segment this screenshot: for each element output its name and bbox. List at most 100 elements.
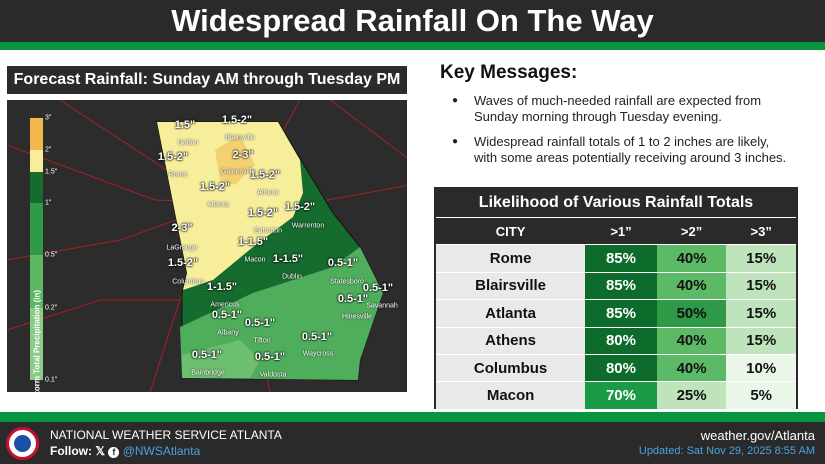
- city-label: Statesboro: [330, 278, 364, 286]
- city-label: Dalton: [177, 139, 199, 147]
- legend-swatch: [30, 255, 43, 308]
- city-label: Gainesville: [220, 168, 256, 176]
- city-name: Blairsville: [436, 272, 586, 300]
- facebook-icon[interactable]: f: [108, 447, 120, 458]
- city-label: LaGrange: [166, 244, 198, 252]
- map-graphic: [7, 100, 407, 392]
- probability-cell: 40%: [656, 272, 727, 300]
- rainfall-amount-label: 1.5": [174, 119, 196, 131]
- rainfall-amount-label: 2-3": [171, 222, 193, 234]
- legend-title: Storm Total Precipitation (in): [32, 289, 42, 392]
- probability-cell: 40%: [656, 354, 727, 382]
- x-icon[interactable]: 𝕏: [95, 444, 106, 458]
- rainfall-amount-label: 0.5-1": [337, 293, 369, 305]
- city-name: Rome: [436, 245, 586, 272]
- legend-label: 3": [45, 114, 52, 122]
- probability-cell: 15%: [726, 300, 796, 327]
- org-name: NATIONAL WEATHER SERVICE ATLANTA: [50, 428, 282, 442]
- footer: [0, 422, 825, 464]
- probability-cell: 10%: [726, 354, 796, 382]
- social-handle[interactable]: @NWSAtlanta: [122, 444, 201, 458]
- probability-cell: 80%: [585, 327, 657, 354]
- legend-swatch: [30, 118, 43, 150]
- table-title: Likelihood of Various Rainfall Totals: [478, 194, 754, 211]
- probability-cell: 50%: [656, 300, 727, 327]
- probability-cell: 40%: [656, 245, 727, 272]
- probability-cell: 85%: [585, 300, 657, 327]
- city-label: Eatonton: [253, 227, 283, 235]
- table-row: Blairsville 85% 40% 15%: [436, 271, 796, 300]
- legend-label: 1.5": [45, 168, 58, 176]
- rainfall-amount-label: 0.5-1": [191, 349, 223, 361]
- rainfall-amount-label: 0.5-1": [211, 309, 243, 321]
- table-row: Atlanta 85% 50% 15%: [436, 299, 796, 327]
- probability-cell: 80%: [585, 354, 657, 382]
- key-messages-title: Key Messages:: [440, 62, 578, 83]
- probability-cell: 70%: [585, 382, 657, 409]
- key-message: Waves of much-needed rainfall are expect…: [452, 93, 792, 125]
- rainfall-map: Storm Total Precipitation (in) 3" 2" 1.5…: [7, 100, 407, 392]
- city-label: Athens: [257, 189, 279, 197]
- rainfall-amount-label: 0.5-1": [327, 257, 359, 269]
- city-label: Rome: [168, 171, 188, 179]
- key-message: Widespread rainfall totals of 1 to 2 inc…: [452, 134, 792, 166]
- rainfall-amount-label: 0.5-1": [254, 351, 286, 363]
- map-header: Forecast Rainfall: Sunday AM through Tue…: [7, 66, 407, 94]
- divider: [0, 412, 825, 422]
- column-header: CITY: [436, 218, 586, 245]
- column-header: >2”: [656, 218, 727, 245]
- city-label: Warrenton: [291, 222, 325, 230]
- probability-cell: 25%: [656, 382, 727, 409]
- city-name: Atlanta: [436, 300, 586, 327]
- rainfall-amount-label: 1.5-2": [221, 114, 253, 126]
- city-label: Waycross: [302, 350, 334, 358]
- page-title: Widespread Rainfall On The Way: [0, 0, 825, 42]
- follow-line: Follow: 𝕏 f @NWSAtlanta: [50, 444, 200, 458]
- probability-cell: 40%: [656, 327, 727, 354]
- city-label: Hinesville: [342, 313, 372, 321]
- rainfall-amount-label: 0.5-1": [301, 331, 333, 343]
- rainfall-amount-label: 1.5-2": [167, 257, 199, 269]
- rainfall-amount-label: 1-1.5": [272, 253, 304, 265]
- divider: [0, 42, 825, 50]
- table-row: Rome 85% 40% 15%: [436, 244, 796, 272]
- city-label: Macon: [244, 256, 266, 264]
- legend-swatch: [30, 308, 43, 380]
- legend-swatch: [30, 203, 43, 255]
- legend-label: 2": [45, 146, 52, 154]
- rainfall-amount-label: 1.5-2": [157, 151, 189, 163]
- rainfall-amount-label: 0.5-1": [362, 282, 394, 294]
- rainfall-amount-label: 1-1.5": [206, 281, 238, 293]
- city-name: Macon: [436, 382, 586, 409]
- city-label: Valdosta: [259, 371, 287, 379]
- city-name: Athens: [436, 327, 586, 354]
- city-label: Albany: [217, 329, 239, 337]
- rainfall-amount-label: 2-3": [232, 149, 254, 161]
- rainfall-amount-label: 1.5-2": [247, 207, 279, 219]
- probability-cell: 15%: [726, 245, 796, 272]
- probability-cell: 5%: [726, 382, 796, 409]
- rainfall-amount-label: 0.5-1": [244, 317, 276, 329]
- table-row: Macon 70% 25% 5%: [436, 381, 796, 409]
- rainfall-amount-label: 1.5-2": [249, 169, 281, 181]
- city-label: Dublin: [282, 273, 302, 281]
- city-label: Blairsville: [225, 134, 255, 142]
- city-label: Atlanta: [207, 201, 229, 209]
- follow-label: Follow:: [50, 444, 92, 458]
- legend-swatch: [30, 172, 43, 203]
- column-header: >1”: [585, 218, 657, 245]
- city-name: Columbus: [436, 354, 586, 382]
- rainfall-amount-label: 1-1.5": [237, 236, 269, 248]
- city-label: Tifton: [253, 337, 271, 345]
- city-label: Americus: [210, 301, 240, 309]
- website-link[interactable]: weather.gov/Atlanta: [700, 428, 815, 443]
- legend-label: 0.2": [45, 304, 58, 312]
- column-header: >3”: [726, 218, 796, 245]
- city-label: Savannah: [366, 302, 398, 310]
- legend-label: 0.1": [45, 376, 58, 384]
- city-label: Columbus: [172, 278, 204, 286]
- legend-label: 1": [45, 199, 52, 207]
- rainfall-amount-label: 1.5-2": [199, 181, 231, 193]
- probability-cell: 85%: [585, 272, 657, 300]
- probability-cell: 15%: [726, 327, 796, 354]
